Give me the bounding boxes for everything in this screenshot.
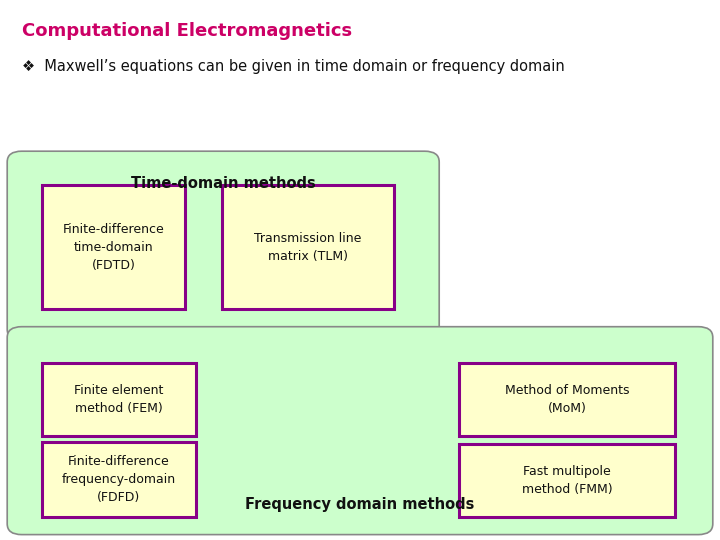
Text: Transmission line
matrix (TLM): Transmission line matrix (TLM) (254, 232, 361, 262)
Text: Finite-difference
time-domain
(FDTD): Finite-difference time-domain (FDTD) (63, 222, 164, 272)
FancyBboxPatch shape (42, 185, 185, 309)
Text: Fast multipole
method (FMM): Fast multipole method (FMM) (522, 465, 612, 496)
FancyBboxPatch shape (459, 363, 675, 436)
Text: ❖  Maxwell’s equations can be given in time domain or frequency domain: ❖ Maxwell’s equations can be given in ti… (22, 59, 564, 75)
FancyBboxPatch shape (7, 151, 439, 340)
Text: Method of Moments
(MoM): Method of Moments (MoM) (505, 384, 629, 415)
Text: Computational Electromagnetics: Computational Electromagnetics (22, 22, 352, 39)
FancyBboxPatch shape (7, 327, 713, 535)
Text: Finite element
method (FEM): Finite element method (FEM) (74, 384, 163, 415)
Text: Finite-difference
frequency-domain
(FDFD): Finite-difference frequency-domain (FDFD… (62, 455, 176, 504)
Text: Time-domain methods: Time-domain methods (131, 176, 315, 191)
FancyBboxPatch shape (459, 444, 675, 517)
FancyBboxPatch shape (222, 185, 394, 309)
FancyBboxPatch shape (42, 363, 196, 436)
Text: Frequency domain methods: Frequency domain methods (246, 497, 474, 512)
FancyBboxPatch shape (42, 442, 196, 517)
